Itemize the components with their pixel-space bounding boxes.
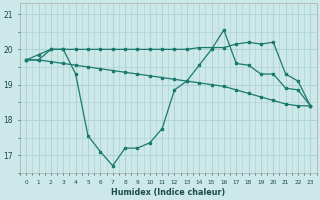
X-axis label: Humidex (Indice chaleur): Humidex (Indice chaleur) — [111, 188, 225, 197]
